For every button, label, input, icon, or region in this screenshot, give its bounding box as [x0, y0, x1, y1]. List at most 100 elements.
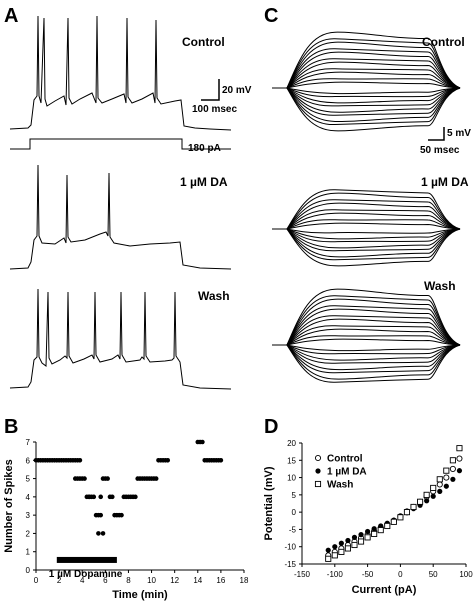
panel-d-data-point [450, 476, 456, 482]
panel-c-trace [286, 335, 461, 346]
panel-d-x-tick-label: 0 [398, 570, 403, 579]
panel-d-data-point [358, 532, 364, 538]
panel-c-trace [286, 202, 461, 230]
panel-c-trace [286, 192, 461, 230]
panel-d-data-point [417, 498, 424, 505]
panel-a-wash-voltage-trace [9, 288, 232, 390]
panel-b-data-point [109, 494, 115, 500]
panel-a-control-voltage-trace [9, 15, 232, 131]
panel-c-trace [286, 344, 461, 380]
panel-c-trace [286, 87, 461, 113]
panel-c-trace [286, 288, 461, 346]
panel-c-trace [286, 87, 461, 107]
panel-c-trace [286, 228, 461, 240]
panel-b-data-point [105, 476, 110, 481]
panel-d-y-tick-label: -10 [284, 543, 296, 552]
panel-b-data-point [82, 476, 87, 481]
panel-c-trace [286, 199, 461, 230]
panel-d-data-point [331, 552, 338, 559]
panel-d-data-point [384, 522, 391, 530]
panel-a-current-step-label: 180 pA [188, 143, 221, 154]
panel-c: C Control 1 µM DA Wash 5 mV 50 msec [264, 5, 471, 383]
panel-c-trace [286, 228, 461, 234]
panel-d-data-point [351, 534, 358, 540]
panel-d-data-point [443, 467, 450, 474]
panel-c-trace [286, 189, 461, 230]
panel-d-data-point [357, 538, 365, 545]
panel-d-letter: D [264, 416, 278, 438]
panel-a-da-voltage-trace [9, 164, 232, 270]
panel-c-trace [286, 318, 461, 346]
panel-d-y-tick-label: 5 [292, 491, 297, 500]
panel-d-data-point [338, 548, 345, 555]
panel-c-control-trace-family [272, 31, 461, 132]
panel-d-x-tick-label: -150 [294, 570, 311, 579]
panel-c-trace [286, 87, 461, 95]
panel-b-data-point [77, 457, 83, 463]
panel-a-control-current-trace [10, 138, 231, 150]
panel-c-scale-bar [428, 127, 445, 141]
panel-b-x-tick-label: 16 [216, 576, 225, 585]
panel-a-letter: A [4, 5, 18, 27]
panel-c-trace [286, 219, 461, 230]
panel-c-trace [286, 68, 461, 89]
panel-b-x-tick-label: 12 [170, 576, 179, 585]
panel-b-y-tick-label: 6 [26, 456, 31, 465]
panel-d-legend-label: Wash [327, 480, 353, 491]
panel-b-data-point [98, 494, 104, 500]
panel-c-condition-control: Control [422, 35, 465, 49]
panel-c-trace [286, 325, 461, 346]
panel-c-trace [286, 305, 461, 346]
panel-c-wash-trace-family [272, 288, 461, 383]
panel-b-data-point [165, 457, 171, 463]
panel-d-data-point [430, 493, 436, 499]
panel-b-y-tick-label: 3 [26, 511, 31, 520]
panel-b-y-tick-label: 0 [26, 566, 31, 575]
panel-c-trace [286, 209, 461, 230]
panel-b-y-tick-label: 1 [26, 548, 31, 557]
panel-d-x-tick-label: 50 [429, 570, 438, 579]
panel-d-data-point [325, 547, 331, 553]
panel-d-x-axis-title: Current (pA) [352, 584, 417, 596]
panel-d-data-point [436, 476, 443, 483]
panel-b-x-tick-label: 18 [240, 576, 249, 585]
panel-c-trace [286, 212, 461, 230]
panel-c-trace [286, 38, 461, 89]
panel-c-trace [286, 344, 461, 352]
panel-d-data-point [377, 527, 384, 534]
panel-d-y-tick-label: -15 [284, 560, 296, 569]
panel-d-data-point [456, 468, 463, 474]
panel-c-trace [286, 71, 461, 89]
panel-b-data-point [96, 531, 101, 536]
panel-c-trace [286, 222, 461, 230]
panel-b-data-point [119, 512, 124, 518]
panel-b-dopamine-bar [56, 556, 117, 563]
panel-d-data-point [390, 518, 397, 525]
panel-b-dopamine-label: 1 µM Dopamine [49, 569, 123, 580]
panel-c-trace [286, 87, 461, 104]
panel-d-data-point [410, 503, 417, 511]
panel-a-scale-bar [201, 79, 220, 101]
panel-c-trace [286, 81, 461, 89]
panel-d-data-point [456, 455, 463, 462]
panel-b-data-point [91, 494, 97, 500]
panel-a-condition-wash: Wash [198, 289, 230, 303]
panel-d-data-point [449, 465, 456, 472]
panel-c-trace [286, 31, 461, 89]
panel-c-trace [286, 315, 461, 346]
panel-d-y-tick-label: 15 [287, 456, 296, 465]
panel-d-data-point [351, 541, 358, 549]
panel-b-x-tick-label: 6 [103, 576, 108, 585]
panel-c-trace [286, 228, 461, 261]
panel-a: A Control 1 µM DA Wash 20 mV 100 msec 18… [4, 5, 252, 390]
panel-b-data-point [218, 457, 224, 463]
panel-d-data-point [403, 509, 411, 516]
panel-d-y-tick-label: 0 [292, 508, 297, 517]
panel-c-voltage-scale-label: 5 mV [447, 128, 471, 139]
panel-c-trace [286, 298, 461, 346]
panel-c-trace [286, 228, 461, 252]
panel-c-trace [286, 344, 461, 364]
